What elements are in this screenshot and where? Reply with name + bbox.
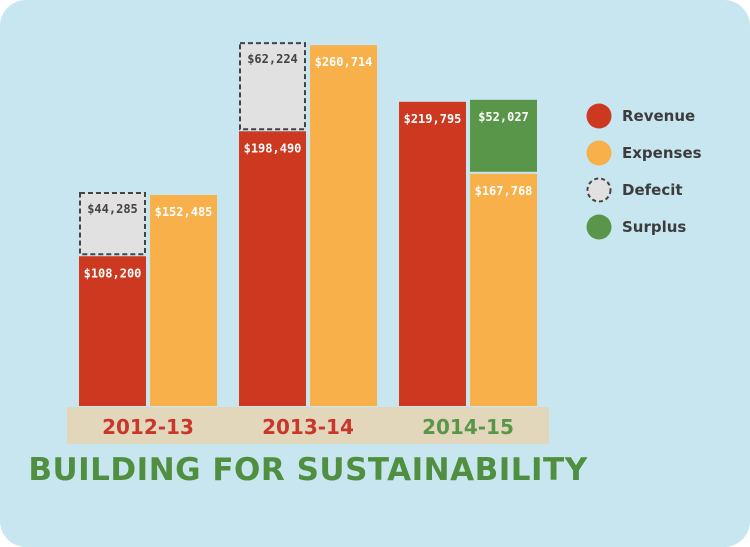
legend-marker-revenue [586, 103, 612, 129]
chart-title: BUILDING FOR SUSTAINABILITY [28, 452, 588, 488]
expenses-value-label: $260,714 [315, 55, 373, 69]
legend-label-defecit: Defecit [622, 181, 683, 199]
surplus-bar-2014-15 [470, 99, 537, 172]
defecit-bar-2013-14 [239, 42, 306, 131]
revenue-value-label: $198,490 [244, 141, 302, 155]
defecit-value-label: $62,224 [247, 52, 298, 66]
x-tick-label-2013-14: 2013-14 [262, 415, 354, 439]
expenses-value-label: $152,485 [155, 205, 213, 219]
x-tick-label-2014-15: 2014-15 [422, 415, 514, 439]
legend-marker-defecit [586, 177, 612, 203]
legend-label-expenses: Expenses [622, 144, 702, 162]
revenue-bar-2012-13 [79, 256, 146, 406]
x-tick-label-2012-13: 2012-13 [102, 415, 194, 439]
revenue-bar-2014-15 [399, 101, 466, 407]
legend-marker-expenses [586, 140, 612, 166]
expenses-bar-2012-13 [150, 194, 217, 406]
expenses-bar-2014-15 [470, 173, 537, 406]
legend-label-revenue: Revenue [622, 107, 695, 125]
legend-marker-surplus [586, 214, 612, 240]
expenses-bar-2013-14 [310, 45, 377, 407]
revenue-value-label: $108,200 [84, 266, 142, 280]
legend-label-surplus: Surplus [622, 218, 686, 236]
defecit-bar-2012-13 [79, 191, 146, 256]
x-axis-band [67, 407, 549, 444]
revenue-bar-2013-14 [239, 131, 306, 406]
defecit-value-label: $44,285 [87, 202, 138, 216]
surplus-value-label: $52,027 [478, 110, 529, 124]
revenue-value-label: $219,795 [404, 112, 462, 126]
expenses-value-label: $167,768 [475, 184, 533, 198]
